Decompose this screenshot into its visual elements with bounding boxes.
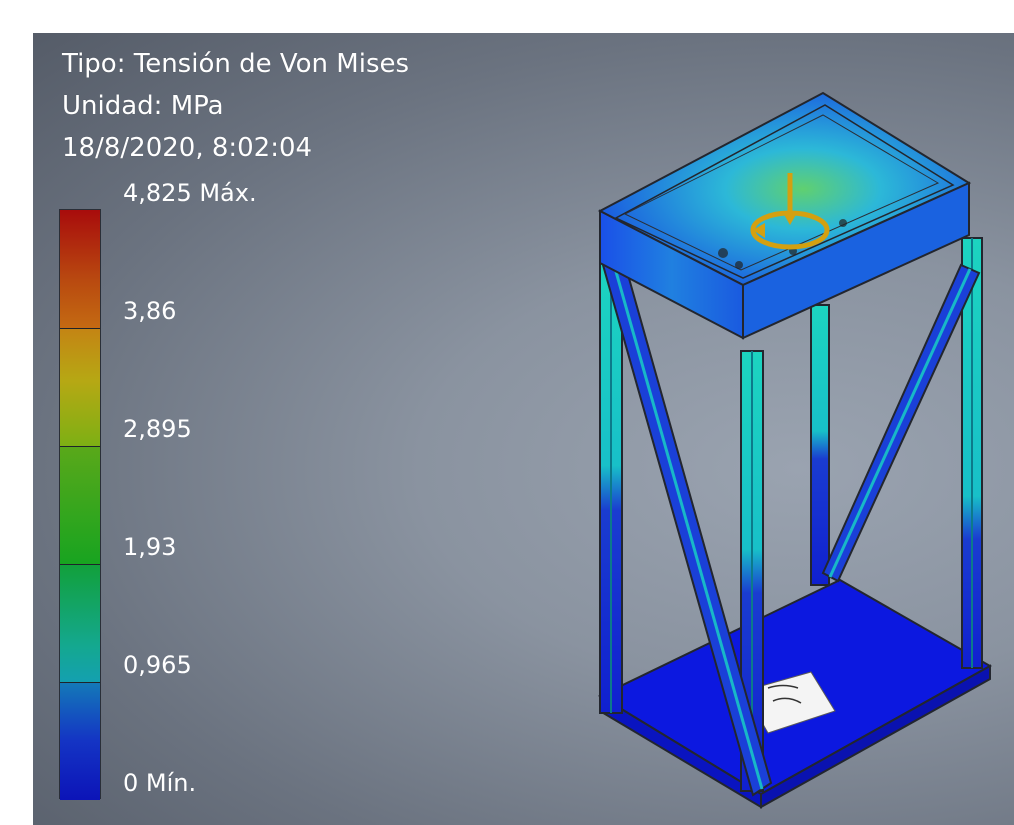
result-type-text: Tipo: Tensión de Von Mises <box>62 49 410 79</box>
stress-color-legend <box>59 209 101 800</box>
base-plate <box>597 578 993 809</box>
tray <box>597 91 972 340</box>
legend-min-label: 0 Mín. <box>123 769 197 797</box>
legend-tick-label: 3,86 <box>123 297 177 325</box>
legend-tick-label: 2,895 <box>123 415 192 443</box>
graphics-viewport[interactable]: Tipo: Tensión de Von Mises Unidad: MPa 1… <box>33 33 1014 825</box>
result-timestamp-text: 18/8/2020, 8:02:04 <box>62 133 313 163</box>
legend-tick-label: 0,965 <box>123 651 192 679</box>
fea-stress-model[interactable] <box>33 33 1014 825</box>
diagonal-braces <box>601 255 981 797</box>
legend-tick-label: 1,93 <box>123 533 177 561</box>
legend-max-label: 4,825 Máx. <box>123 179 257 207</box>
fixed-constraint-icon[interactable] <box>750 210 830 250</box>
result-unit-text: Unidad: MPa <box>62 91 224 121</box>
